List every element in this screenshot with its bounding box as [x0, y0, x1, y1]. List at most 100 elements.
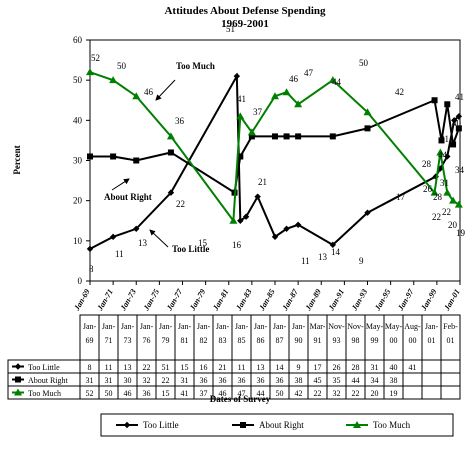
data-point-too-little: [86, 245, 94, 253]
data-point-about-right: [167, 149, 174, 156]
data-label-too-much: 41: [237, 94, 246, 104]
table-header-cell: May-: [366, 322, 384, 331]
data-label-too-little: 22: [176, 199, 185, 209]
annotation-too-much: Too Much: [176, 61, 215, 71]
table-header-cell: Feb-: [443, 322, 458, 331]
y-axis-label: Percent: [12, 145, 22, 174]
table-header-cell: Jan-: [140, 322, 154, 331]
data-point-too-little: [254, 193, 261, 200]
table-cell: 9: [297, 363, 301, 372]
legend-label: Too Much: [373, 420, 411, 430]
data-label-too-little: 28: [433, 192, 443, 202]
x-tick-label: Jan-91: [326, 288, 346, 313]
table-row-label-about-right: About Right: [28, 376, 69, 385]
annotations: Too Much About Right Too Little: [104, 61, 215, 254]
data-point-too-little: [455, 113, 463, 120]
table-cell: 36: [276, 376, 284, 385]
table-cell: 36: [219, 376, 227, 385]
data-label-too-little: 17: [396, 192, 406, 202]
legend: Too Little About Right Too Much: [116, 420, 411, 430]
table-cell: 45: [314, 376, 322, 385]
x-tick-label: Jan-73: [118, 288, 138, 313]
data-point-too-much: [271, 92, 279, 100]
data-point-too-much: [328, 76, 337, 84]
table-cell: 51: [162, 363, 170, 372]
y-tick-label: 0: [78, 276, 83, 286]
table-header-cell: 00: [390, 336, 398, 345]
table-cell: 38: [390, 376, 398, 385]
table-header-cell: 81: [181, 336, 189, 345]
table-header-cell: Jan-: [254, 322, 268, 331]
y-axis-ticks: 0 10 20 30 40 50 60: [73, 35, 90, 286]
data-label-too-much: 50: [117, 61, 127, 71]
table-header-cell: Mar-: [310, 322, 326, 331]
data-point-too-much: [436, 148, 445, 156]
table-header-cell: 86: [257, 336, 265, 345]
table-row-label-too-much: Too Much: [28, 389, 61, 398]
data-point-about-right: [438, 137, 445, 144]
data-label-too-much: 22: [432, 212, 441, 222]
table-header-cell: 98: [352, 336, 360, 345]
data-point-too-much: [166, 132, 175, 140]
table-header-cell: 82: [200, 336, 208, 345]
data-point-too-much: [236, 112, 245, 120]
table-cell: 46: [124, 389, 132, 398]
table-header-cell: May-: [385, 322, 403, 331]
data-point-about-right: [295, 133, 302, 140]
table-cell: 13: [124, 363, 132, 372]
table-cell: 30: [124, 376, 132, 385]
y-tick-label: 30: [73, 156, 83, 166]
data-label-too-little: 26: [423, 184, 433, 194]
data-label-too-much: 37: [253, 107, 263, 117]
table-header-cell: 00: [409, 336, 417, 345]
x-tick-label: Jan-77: [164, 287, 184, 313]
table-cell: 15: [162, 389, 170, 398]
table-header-cell: 91: [314, 336, 322, 345]
data-label-too-little: 8: [89, 264, 94, 274]
x-tick-label: Jan-81: [211, 288, 231, 313]
table-header-cell: Jan-: [292, 322, 306, 331]
data-table: Jan- 69 Jan- 71 Jan- 73 Jan- 76 Jan- 79 Jan- 81 Jan-…: [7, 314, 461, 400]
legend-swatch-marker: [353, 421, 361, 428]
table-cell: 22: [162, 376, 170, 385]
table-cell: 41: [181, 389, 189, 398]
x-axis-label: Dates of Survey: [210, 394, 271, 404]
y-tick-label: 20: [73, 196, 83, 206]
data-point-too-much: [86, 68, 94, 76]
table-cell: 31: [86, 376, 94, 385]
table-header-cell: 79: [162, 336, 170, 345]
x-tick-label: Jan-85: [257, 288, 277, 313]
data-label-too-little: 41: [455, 92, 464, 102]
table-cell: 50: [276, 389, 284, 398]
table-header-cell: 83: [219, 336, 227, 345]
data-point-too-much: [282, 88, 291, 96]
data-point-too-much: [294, 100, 303, 108]
table-cell: 44: [352, 376, 360, 385]
table-cell: 36: [257, 376, 265, 385]
x-tick-label: Jan-87: [280, 287, 300, 313]
table-cell: 37: [200, 389, 208, 398]
arrow-too-much: [155, 79, 176, 101]
table-header-cell: Jan-: [235, 322, 249, 331]
data-label-too-much: 20: [448, 220, 458, 230]
data-label-too-much: 15: [198, 238, 208, 248]
data-label-too-much: 28: [422, 159, 432, 169]
data-point-too-little: [271, 233, 279, 241]
data-point-about-right: [431, 97, 438, 104]
table-cell: 11: [105, 363, 113, 372]
table-header-cell: Aug-: [404, 322, 421, 331]
data-label-too-much: 36: [175, 116, 185, 126]
table-header-cell: 85: [238, 336, 246, 345]
table-cell: 42: [295, 389, 303, 398]
table-cell: 35: [333, 376, 341, 385]
table-cell: 38: [295, 376, 303, 385]
data-point-too-much: [449, 196, 458, 204]
data-point-too-little: [444, 153, 451, 160]
table-header-cell: Nov-: [328, 322, 345, 331]
arrow-about-right: [111, 178, 130, 191]
data-point-about-right: [248, 133, 255, 140]
x-tick-label: Jan-97: [396, 287, 416, 313]
data-point-about-right: [110, 153, 117, 160]
data-label-too-little: 16: [232, 240, 242, 250]
legend-box: [100, 413, 454, 437]
